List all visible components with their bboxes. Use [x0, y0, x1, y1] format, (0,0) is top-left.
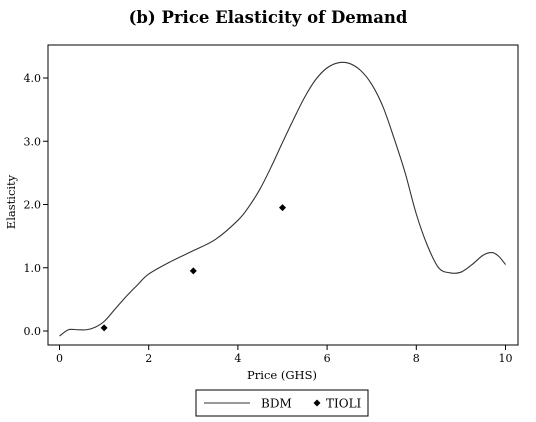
x-axis-label: Price (GHS) — [247, 368, 317, 382]
data-point-tioli — [279, 204, 286, 212]
chart-title: (b) Price Elasticity of Demand — [128, 8, 408, 27]
y-tick-label: 3.0 — [24, 135, 42, 148]
x-tick-label: 10 — [499, 352, 513, 365]
data-point-tioli — [100, 324, 108, 332]
plot-frame — [47, 44, 519, 346]
y-tick-label: 2.0 — [24, 199, 42, 212]
legend: BDM TIOLI — [195, 389, 369, 417]
x-tick-label: 6 — [324, 352, 331, 365]
x-tick-label: 2 — [145, 352, 152, 365]
legend-label-tioli: TIOLI — [326, 397, 362, 411]
series-layer — [59, 61, 506, 337]
x-tick-label: 4 — [234, 352, 241, 365]
legend-label-bdm: BDM — [261, 397, 292, 411]
x-tick-label: 0 — [56, 352, 63, 365]
y-tick-label: 1.0 — [24, 262, 42, 275]
y-tick-label: 0.0 — [24, 325, 42, 338]
y-tick-label: 4.0 — [24, 72, 42, 85]
x-tick-label: 8 — [413, 352, 420, 365]
series-line-bdm — [59, 61, 506, 337]
legend-diamond-swatch — [313, 399, 321, 407]
data-point-tioli — [189, 267, 197, 275]
y-axis-label: Elasticity — [4, 174, 18, 229]
x-axis: 0 2 4 6 8 10 — [56, 345, 513, 365]
y-axis: 0.0 1.0 2.0 3.0 4.0 — [24, 72, 48, 338]
